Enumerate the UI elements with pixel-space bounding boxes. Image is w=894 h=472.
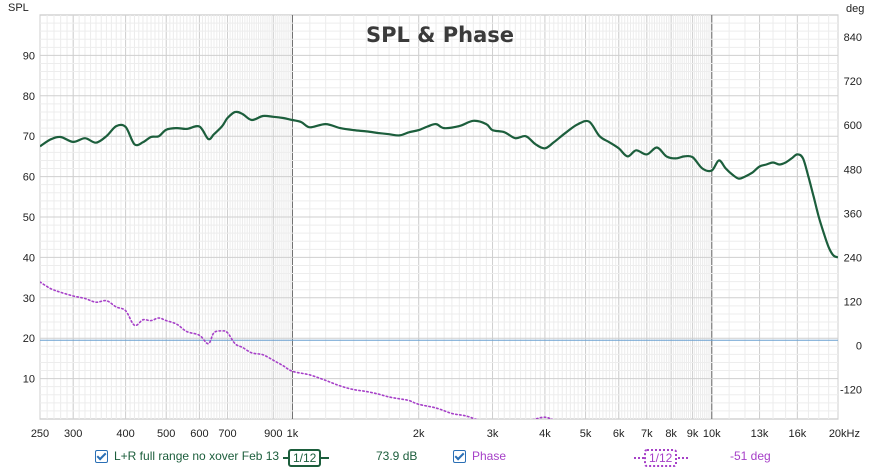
phase-smoothing-button[interactable]: 1/12 <box>644 449 678 467</box>
x-tick-label: 6k <box>613 428 625 440</box>
y-right-tick-label: 480 <box>844 164 862 176</box>
x-tick-label: 7k <box>641 428 653 440</box>
y-left-tick-label: 50 <box>23 212 35 224</box>
x-tick-label: 400 <box>116 428 134 440</box>
x-tick-label: 300 <box>64 428 82 440</box>
y-axis-right: -120 0 120 240 360 480 600 720 840 <box>840 32 862 397</box>
phase-cursor-value: -51 deg <box>730 449 771 463</box>
x-tick-label: 5k <box>580 428 592 440</box>
chart: 250 300 400 500 600 700 900 1k 2k 3k 4k 5k 6k 7k 8k 9k 1… <box>8 2 864 440</box>
spl-smoothing-button[interactable]: 1/12 <box>288 449 322 467</box>
x-tick-label: 16k <box>788 428 806 440</box>
y-right-tick-label: 0 <box>856 341 862 353</box>
phase-series-line <box>40 281 554 419</box>
x-tick-label: 1k <box>287 428 299 440</box>
y-left-tick-label: 70 <box>23 131 35 143</box>
x-tick-label: 250 <box>31 428 49 440</box>
y-right-tick-label: -120 <box>840 385 862 397</box>
phase-series-checkbox[interactable] <box>453 450 466 463</box>
x-tick-label: 3k <box>487 428 499 440</box>
x-tick-label: 4k <box>539 428 551 440</box>
y-left-tick-label: 40 <box>23 252 35 264</box>
x-tick-label: 8k <box>665 428 677 440</box>
x-axis: 250 300 400 500 600 700 900 1k 2k 3k 4k 5k 6k 7k 8k 9k 1… <box>31 428 860 440</box>
y-left-tick-label: 60 <box>23 172 35 184</box>
y-right-axis-label: deg <box>846 3 864 15</box>
chart-title: SPL & Phase <box>366 23 514 47</box>
y-axis-left: 10 20 30 40 50 60 70 80 90 <box>23 50 35 385</box>
y-left-tick-label: 20 <box>23 333 35 345</box>
y-left-tick-label: 30 <box>23 293 35 305</box>
spl-series-name: L+R full range no xover Feb 13 <box>114 449 280 463</box>
x-tick-label: 900 <box>264 428 282 440</box>
y-right-tick-label: 720 <box>844 76 862 88</box>
y-right-tick-label: 360 <box>844 208 862 220</box>
x-tick-label: 2k <box>413 428 425 440</box>
spl-series-line <box>40 110 838 259</box>
phase-series-name: Phase <box>472 449 507 463</box>
y-right-tick-label: 240 <box>844 252 862 264</box>
x-tick-label: 13k <box>751 428 769 440</box>
series-layer <box>40 110 838 419</box>
y-left-tick-label: 90 <box>23 50 35 62</box>
x-tick-label: 20kHz <box>829 428 860 440</box>
y-right-tick-label: 840 <box>844 32 862 44</box>
x-tick-label: 600 <box>190 428 208 440</box>
x-tick-label: 700 <box>218 428 236 440</box>
x-tick-label: 500 <box>157 428 175 440</box>
x-tick-label: 9k <box>687 428 699 440</box>
spl-cursor-value: 73.9 dB <box>376 449 418 463</box>
y-right-tick-label: 120 <box>844 296 862 308</box>
spl-series-checkbox[interactable] <box>95 450 108 463</box>
y-right-tick-label: 600 <box>844 120 862 132</box>
y-left-tick-label: 10 <box>23 374 35 386</box>
y-left-tick-label: 80 <box>23 91 35 103</box>
x-tick-label: 10k <box>703 428 721 440</box>
y-left-axis-label: SPL <box>8 2 29 14</box>
legend: L+R full range no xover Feb 13 1/12 73.9… <box>0 446 894 468</box>
